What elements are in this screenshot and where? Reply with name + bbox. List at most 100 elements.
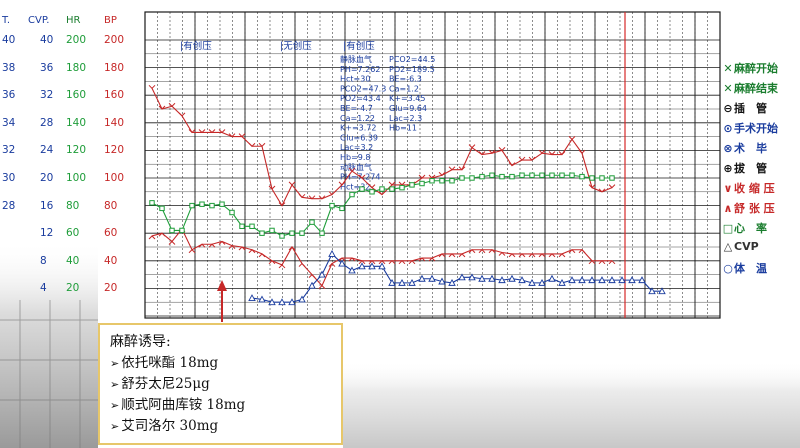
diastolic-point — [218, 240, 226, 245]
hr-point — [539, 172, 545, 178]
legend-label: 术 毕 — [734, 142, 767, 155]
diastolic-line — [151, 228, 612, 287]
cvp-point — [478, 274, 486, 282]
bp-tick: 200 — [104, 34, 125, 46]
diastolic-point — [538, 253, 546, 258]
cvp-point — [388, 278, 396, 286]
cvp-point — [508, 274, 516, 282]
bloodgas-annotation: K+=3.72 — [340, 124, 376, 133]
systolic-point — [458, 166, 466, 171]
cvp-point — [318, 270, 326, 278]
systolic-point — [418, 174, 426, 179]
cvp-point — [488, 274, 496, 282]
hr-point — [579, 173, 585, 180]
diastolic-point — [558, 253, 566, 258]
diastolic-point — [398, 260, 406, 265]
cvp-tick: 12 — [40, 227, 54, 240]
diastolic-point — [388, 260, 396, 265]
bloodgas-annotation: Hb=9.8 — [340, 153, 371, 162]
legend-symbol-icon: ∨ — [723, 182, 733, 195]
hr-point — [339, 205, 345, 212]
diastolic-point — [498, 251, 506, 256]
bloodgas-annotation: Hct=32 — [340, 182, 370, 191]
legend-label: 插 管 — [734, 102, 767, 115]
legend-symbol-icon: ✕ — [723, 62, 733, 75]
diastolic-point — [208, 243, 216, 248]
legend: ✕麻醉开始 ✕麻醉结束 ⊖插 管 ⊙手术开始 ⊗术 毕 ⊕拔 管 ∨ 收 缩 压 ∧ 舒 张 压 □… — [722, 60, 800, 280]
bp-tick: 140 — [104, 116, 125, 129]
hr-point — [189, 202, 195, 209]
temperature-tick: 32 — [2, 144, 16, 157]
hr-point — [279, 233, 285, 239]
legend-symbol-icon: ⊗ — [723, 142, 733, 155]
cvp-point — [288, 298, 296, 306]
systolic-point — [208, 129, 216, 134]
systolic-point — [378, 191, 386, 196]
hr-point — [169, 227, 175, 234]
legend-symbol-icon: ⊕ — [723, 162, 733, 175]
cvp-point — [468, 273, 476, 281]
systolic-point — [438, 171, 446, 176]
diastolic-point — [308, 273, 316, 278]
diastolic-point — [588, 260, 596, 265]
legend-label: 拔 管 — [734, 162, 767, 175]
diastolic-point — [548, 253, 556, 258]
systolic-point — [218, 129, 226, 134]
cvp-axis: CVP. 40 36 32 28 24 20 16 12 8 4 — [28, 15, 70, 320]
hr-point — [399, 184, 405, 191]
diastolic-point — [168, 240, 176, 245]
hr-point — [299, 230, 305, 236]
cvp-point — [338, 259, 346, 267]
legend-item: ∧ 舒 张 压 — [722, 200, 800, 220]
induction-note: 麻醉诱导: ➢ 依托咪酯 18mg ➢ 舒芬太尼25μg ➢ 顺式阿曲库铵 18mg ➢ 艾司… — [98, 323, 343, 445]
bloodgas-annotation: Lac=3.2 — [340, 143, 373, 152]
bloodgas-annotation: K+=3.45 — [389, 94, 425, 103]
systolic-point — [598, 188, 606, 193]
phase-label: |有创压 — [180, 40, 212, 52]
diastolic-point — [408, 260, 416, 265]
diastolic-point — [288, 246, 296, 251]
cvp-point — [658, 287, 666, 295]
hr-point — [379, 186, 385, 192]
systolic-point — [188, 129, 196, 134]
hr-point — [329, 202, 335, 209]
cvp-point — [398, 278, 406, 286]
bloodgas-annotation: Hb=11 — [389, 124, 417, 133]
bloodgas-annotation: PO2=43.4 — [340, 94, 381, 103]
hr-point — [559, 172, 565, 178]
bloodgas-annotation: Hct=30 — [340, 75, 370, 84]
diastolic-point — [528, 253, 536, 258]
cvp-tick: 28 — [40, 116, 54, 129]
temperature-tick: 38 — [2, 61, 16, 74]
diastolic-point — [448, 253, 456, 258]
hr-point — [309, 219, 315, 225]
systolic-point — [498, 147, 506, 152]
systolic-point — [268, 185, 276, 190]
hr-line-group — [149, 172, 615, 239]
temperature-axis: T. 40 38 36 34 32 30 28 — [2, 15, 32, 320]
cvp-point — [258, 295, 266, 303]
cvp-point — [408, 278, 416, 286]
bp-axis: BP 200 180 160 140 120 100 80 60 40 20 — [104, 15, 134, 320]
cvp-tick: 24 — [40, 144, 54, 157]
bloodgas-annotation: 动脉血气 — [340, 162, 372, 172]
bullet-arrow-icon: ➢ — [110, 399, 120, 412]
bloodgas-annotation: Glu=6.39 — [340, 133, 378, 142]
cvp-point — [308, 281, 316, 289]
bp-tick: 20 — [104, 282, 118, 295]
hr-tick: 100 — [66, 172, 87, 184]
systolic-point — [258, 142, 266, 147]
systolic-point — [308, 195, 316, 200]
note-item-text: 艾司洛尔 30mg — [121, 418, 219, 434]
cvp-point — [498, 276, 506, 284]
hr-point — [259, 230, 265, 236]
bloodgas-annotation: BE=-4.7 — [340, 104, 373, 113]
hr-point — [389, 186, 395, 192]
cvp-tick: 16 — [40, 199, 54, 212]
hr-point — [509, 173, 515, 180]
legend-label: CVP — [734, 240, 759, 253]
phase-label: |无创压 — [280, 40, 312, 52]
legend-item: ∨ 收 缩 压 — [722, 180, 800, 200]
bloodgas-annotation: 静脉血气 — [340, 54, 372, 64]
